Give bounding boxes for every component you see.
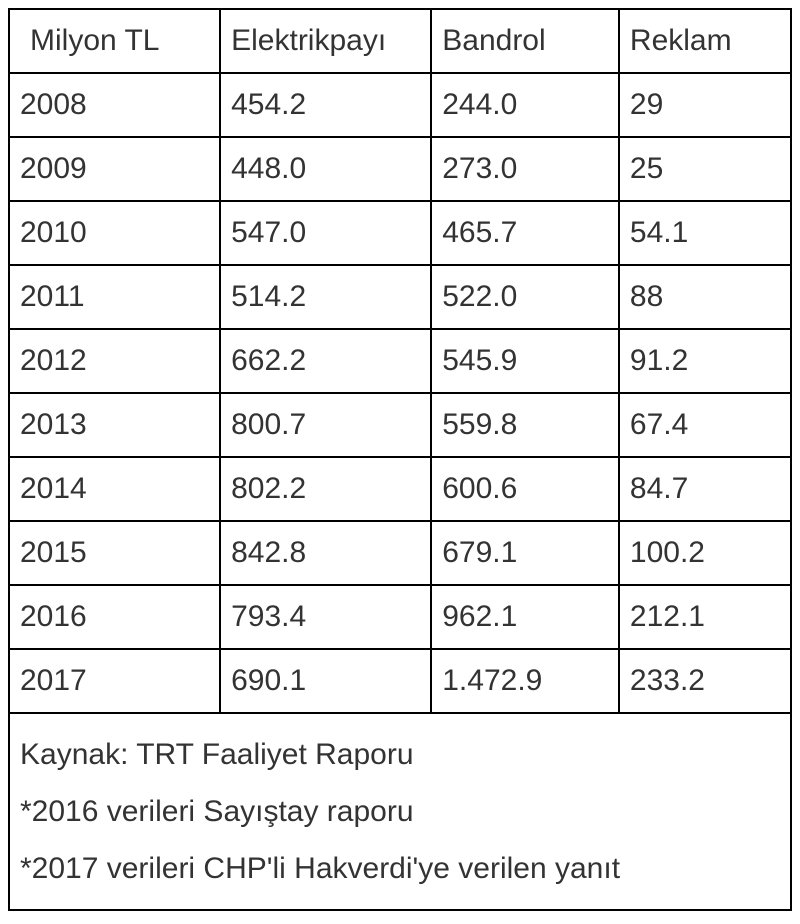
table-row: 2017690.11.472.9233.2 xyxy=(9,649,791,713)
table-cell: 690.1 xyxy=(220,649,431,713)
table-cell: 842.8 xyxy=(220,521,431,585)
table-cell: 84.7 xyxy=(619,457,791,521)
table-cell: 2011 xyxy=(9,265,220,329)
table-cell: 559.8 xyxy=(431,393,619,457)
col-header-reklam: Reklam xyxy=(619,9,791,73)
table-row: 2013800.7559.867.4 xyxy=(9,393,791,457)
table-cell: 679.1 xyxy=(431,521,619,585)
table-cell: 465.7 xyxy=(431,201,619,265)
footer-line: *2016 verileri Sayıştay raporu xyxy=(20,783,780,840)
table-row: 2016793.4962.1212.1 xyxy=(9,585,791,649)
table-body: 2008454.2244.0292009448.0273.0252010547.… xyxy=(9,73,791,713)
table-cell: 2013 xyxy=(9,393,220,457)
table-cell: 2016 xyxy=(9,585,220,649)
table-cell: 25 xyxy=(619,137,791,201)
table-cell: 2010 xyxy=(9,201,220,265)
table-cell: 600.6 xyxy=(431,457,619,521)
table-cell: 212.1 xyxy=(619,585,791,649)
table-cell: 2014 xyxy=(9,457,220,521)
col-header-elektrikpayi: Elektrikpayı xyxy=(220,9,431,73)
table-cell: 1.472.9 xyxy=(431,649,619,713)
table-cell: 2015 xyxy=(9,521,220,585)
table-cell: 2017 xyxy=(9,649,220,713)
table-cell: 522.0 xyxy=(431,265,619,329)
table-cell: 100.2 xyxy=(619,521,791,585)
table-cell: 662.2 xyxy=(220,329,431,393)
table-cell: 793.4 xyxy=(220,585,431,649)
footer-line: *2017 verileri CHP'li Hakverdi'ye verile… xyxy=(20,840,780,897)
table-cell: 448.0 xyxy=(220,137,431,201)
table-cell: 2012 xyxy=(9,329,220,393)
table-cell: 67.4 xyxy=(619,393,791,457)
footer-line: Kaynak: TRT Faaliyet Raporu xyxy=(20,726,780,783)
table-cell: 545.9 xyxy=(431,329,619,393)
table-row: 2015842.8679.1100.2 xyxy=(9,521,791,585)
table-cell: 547.0 xyxy=(220,201,431,265)
table-cell: 273.0 xyxy=(431,137,619,201)
table-cell: 454.2 xyxy=(220,73,431,137)
table-cell: 514.2 xyxy=(220,265,431,329)
table-row: 2011514.2522.088 xyxy=(9,265,791,329)
table-cell: 88 xyxy=(619,265,791,329)
table-header-row: Milyon TL Elektrikpayı Bandrol Reklam xyxy=(9,9,791,73)
col-header-milyon: Milyon TL xyxy=(9,9,220,73)
table-row: 2009448.0273.025 xyxy=(9,137,791,201)
table-footer-cell: Kaynak: TRT Faaliyet Raporu*2016 veriler… xyxy=(9,713,791,910)
table-cell: 54.1 xyxy=(619,201,791,265)
table-cell: 802.2 xyxy=(220,457,431,521)
table-row: 2010547.0465.754.1 xyxy=(9,201,791,265)
table-cell: 2009 xyxy=(9,137,220,201)
table-cell: 91.2 xyxy=(619,329,791,393)
col-header-bandrol: Bandrol xyxy=(431,9,619,73)
table-cell: 233.2 xyxy=(619,649,791,713)
table-cell: 800.7 xyxy=(220,393,431,457)
table-row: 2012662.2545.991.2 xyxy=(9,329,791,393)
table-cell: 29 xyxy=(619,73,791,137)
table-cell: 244.0 xyxy=(431,73,619,137)
table-row: 2014802.2600.684.7 xyxy=(9,457,791,521)
table-footer-row: Kaynak: TRT Faaliyet Raporu*2016 veriler… xyxy=(9,713,791,910)
table-row: 2008454.2244.029 xyxy=(9,73,791,137)
table-cell: 962.1 xyxy=(431,585,619,649)
table-cell: 2008 xyxy=(9,73,220,137)
data-table: Milyon TL Elektrikpayı Bandrol Reklam 20… xyxy=(8,8,792,911)
